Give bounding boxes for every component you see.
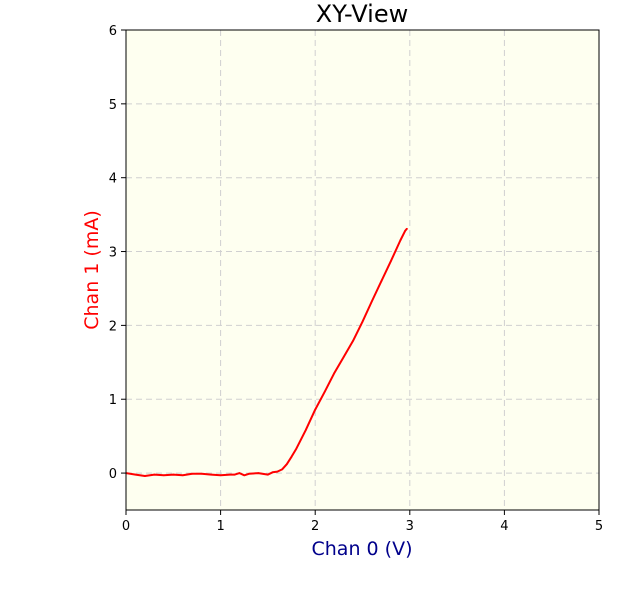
data-point bbox=[267, 473, 269, 476]
data-point bbox=[229, 473, 231, 476]
data-point bbox=[390, 260, 392, 262]
data-point bbox=[406, 227, 408, 230]
data-point bbox=[281, 468, 283, 471]
y-tick-label: 2 bbox=[109, 319, 117, 334]
x-tick-label: 0 bbox=[122, 519, 130, 534]
data-point bbox=[371, 300, 373, 302]
grid bbox=[126, 30, 599, 510]
x-tick-label: 1 bbox=[216, 519, 224, 534]
data-point bbox=[172, 473, 175, 476]
y-axis-label: Chan 1 (mA) bbox=[81, 210, 103, 330]
x-axis-label: Chan 0 (V) bbox=[312, 538, 413, 560]
data-point bbox=[276, 470, 279, 473]
data-point bbox=[380, 280, 383, 282]
data-point bbox=[314, 408, 317, 411]
data-point bbox=[153, 473, 156, 476]
y-tick-label: 1 bbox=[109, 393, 117, 408]
data-point bbox=[399, 239, 402, 242]
data-point bbox=[352, 340, 354, 342]
data-point bbox=[243, 474, 246, 477]
data-point bbox=[271, 471, 274, 474]
data-point bbox=[333, 372, 335, 375]
data-point bbox=[323, 391, 326, 393]
x-tick-label: 3 bbox=[406, 519, 414, 534]
y-tick-label: 6 bbox=[109, 24, 117, 39]
data-point bbox=[248, 473, 250, 475]
data-point bbox=[361, 320, 364, 323]
data-point bbox=[238, 472, 241, 474]
data-point bbox=[286, 463, 288, 466]
data-point bbox=[200, 473, 203, 475]
y-tick-label: 0 bbox=[109, 467, 117, 482]
data-point bbox=[144, 475, 146, 477]
data-point bbox=[290, 456, 293, 458]
data-point bbox=[342, 356, 345, 358]
data-point bbox=[181, 474, 184, 477]
plot-area bbox=[126, 30, 599, 510]
data-point bbox=[210, 473, 212, 476]
data-point bbox=[233, 473, 236, 476]
y-tick-label: 4 bbox=[109, 172, 117, 187]
x-tick-label: 4 bbox=[500, 519, 508, 534]
data-point bbox=[163, 474, 165, 477]
data-point bbox=[404, 230, 406, 232]
data-point bbox=[295, 447, 298, 450]
data-point bbox=[219, 474, 222, 477]
y-tick-label: 3 bbox=[109, 246, 117, 261]
x-tick-label: 5 bbox=[595, 519, 603, 534]
y-tick-label: 5 bbox=[109, 98, 117, 113]
data-point bbox=[257, 472, 260, 474]
series-line-group bbox=[125, 227, 408, 477]
data-point bbox=[191, 473, 194, 475]
ticks: 0 1 2 3 4 5 0 1 2 3 4 5 6 bbox=[109, 24, 603, 534]
data-point bbox=[304, 429, 307, 432]
x-tick-label: 2 bbox=[311, 519, 319, 534]
data-point bbox=[134, 473, 137, 476]
plot-frame bbox=[125, 29, 600, 511]
chart-title: XY-View bbox=[316, 0, 408, 28]
